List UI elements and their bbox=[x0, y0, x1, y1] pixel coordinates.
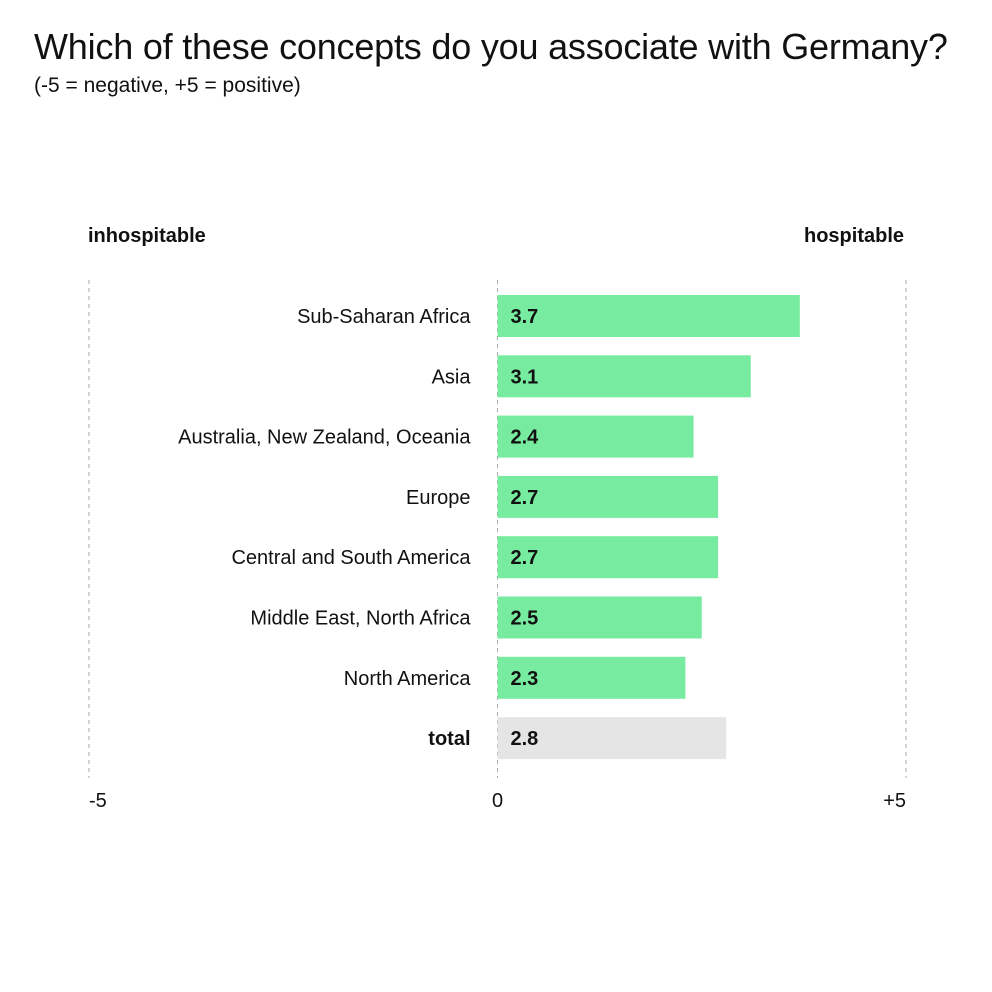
category-label: Asia bbox=[432, 366, 472, 388]
left-pole-label: inhospitable bbox=[88, 225, 206, 247]
bar bbox=[497, 355, 751, 398]
x-tick-label-0: -5 bbox=[89, 790, 107, 812]
bar bbox=[497, 596, 702, 639]
x-tick-label-2: +5 bbox=[883, 790, 906, 812]
chart-subtitle: (-5 = negative, +5 = positive) bbox=[34, 74, 301, 97]
category-label: Europe bbox=[406, 487, 471, 509]
chart-title: Which of these concepts do you associate… bbox=[34, 26, 948, 67]
value-label: 2.8 bbox=[511, 728, 539, 750]
bar bbox=[497, 415, 694, 458]
bar bbox=[497, 295, 800, 337]
value-label: 2.4 bbox=[511, 427, 540, 449]
bar bbox=[497, 536, 719, 579]
category-label: North America bbox=[344, 668, 472, 690]
category-label: Sub-Saharan Africa bbox=[297, 306, 471, 328]
category-label: total bbox=[428, 728, 470, 750]
category-label: Australia, New Zealand, Oceania bbox=[178, 427, 471, 449]
value-label: 2.7 bbox=[511, 547, 539, 569]
value-label: 2.3 bbox=[511, 668, 539, 690]
value-label: 2.5 bbox=[511, 608, 539, 630]
value-label: 3.1 bbox=[511, 366, 539, 388]
value-label: 3.7 bbox=[511, 306, 539, 328]
bar bbox=[497, 656, 686, 699]
bar bbox=[497, 475, 719, 518]
value-label: 2.7 bbox=[511, 487, 539, 509]
category-label: Central and South America bbox=[231, 547, 471, 569]
x-tick-label-1: 0 bbox=[492, 790, 503, 812]
right-pole-label: hospitable bbox=[803, 225, 904, 247]
category-label: Middle East, North Africa bbox=[250, 608, 471, 630]
total-bar bbox=[497, 717, 727, 760]
